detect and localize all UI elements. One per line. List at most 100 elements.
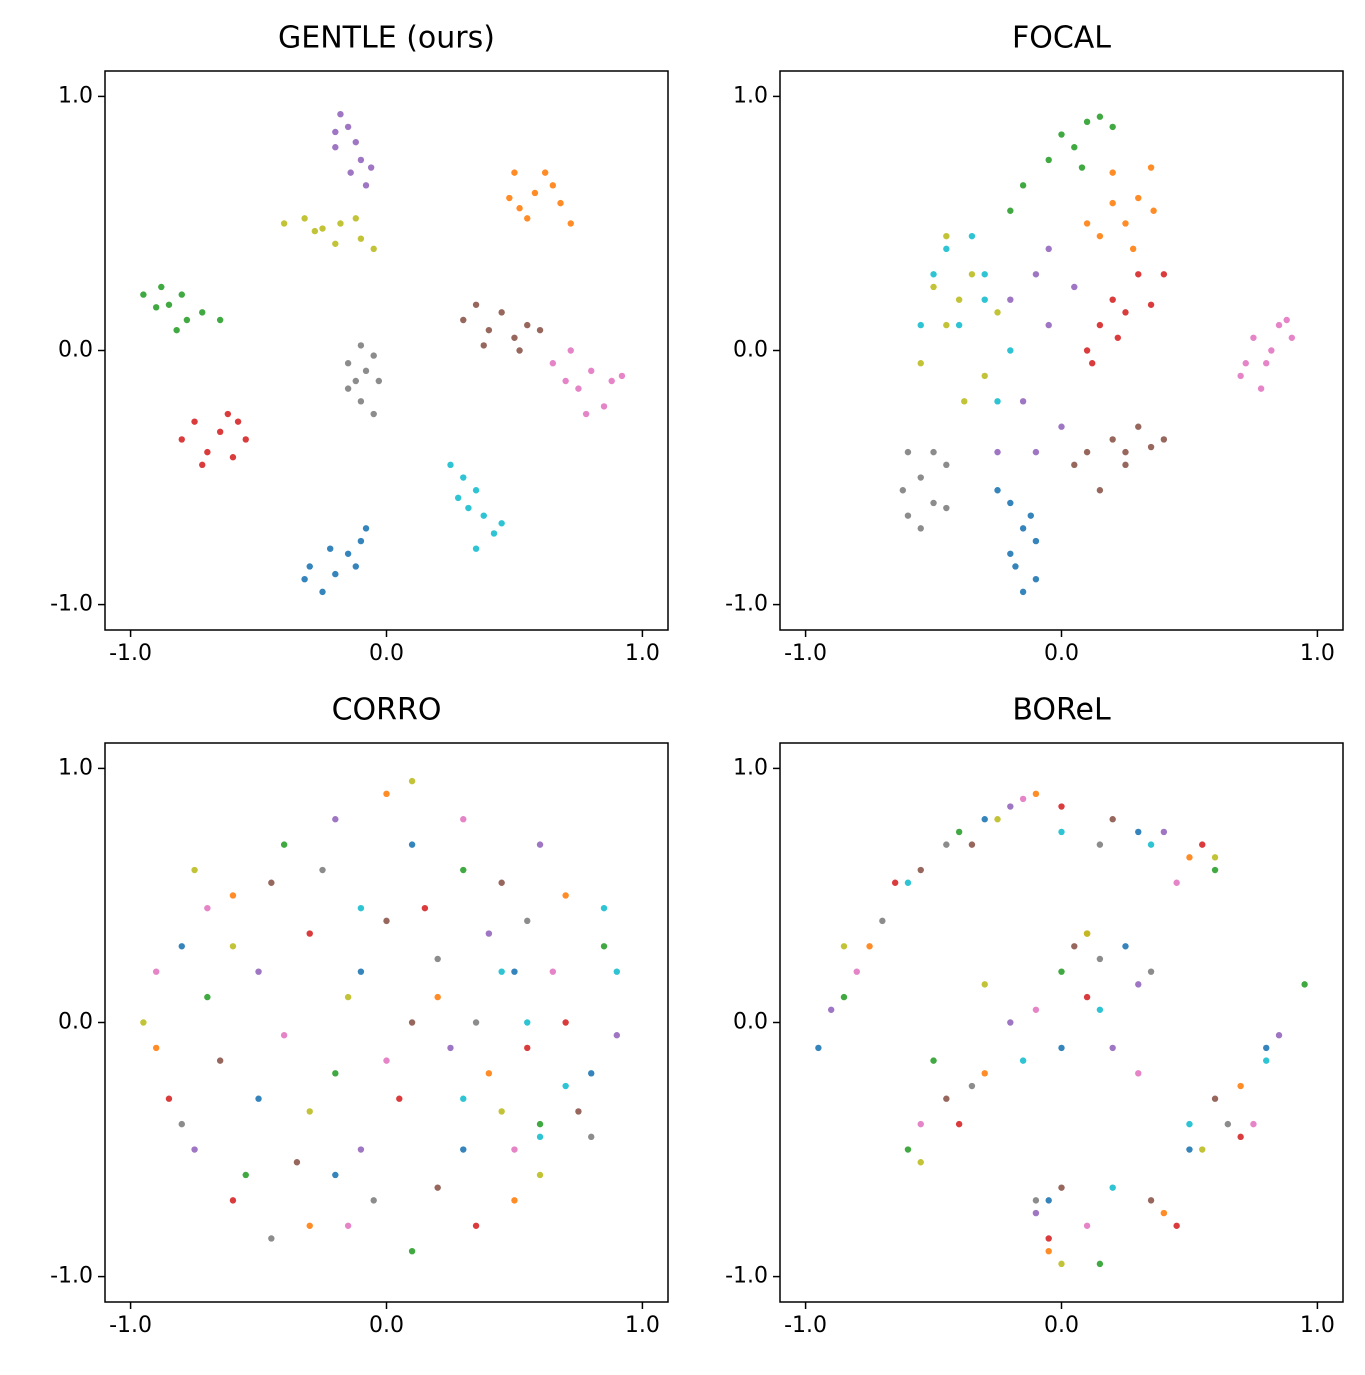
scatter-point xyxy=(1268,347,1275,354)
scatter-point xyxy=(1135,828,1142,836)
scatter-point xyxy=(306,1222,313,1229)
scatter-point xyxy=(1109,296,1116,303)
axes-frame xyxy=(104,70,669,631)
x-tick-label: 0.0 xyxy=(1044,1313,1079,1338)
scatter-point xyxy=(968,271,976,278)
subplot-title: FOCAL xyxy=(1012,21,1111,56)
scatter-point xyxy=(306,930,313,937)
scatter-point xyxy=(1083,930,1091,937)
scatter-point xyxy=(301,215,308,222)
scatter-point xyxy=(191,1146,198,1153)
scatter-point xyxy=(498,968,505,975)
scatter-point xyxy=(352,563,359,570)
scatter-point xyxy=(362,182,370,189)
scatter-point xyxy=(1032,448,1040,456)
scatter-point xyxy=(1135,1070,1142,1077)
scatter-point xyxy=(1275,1032,1283,1039)
scatter-point xyxy=(815,1044,822,1052)
scatter-point xyxy=(306,1108,313,1115)
scatter-point xyxy=(575,1108,582,1115)
scatter-point xyxy=(421,904,429,912)
scatter-point xyxy=(1032,1209,1040,1217)
x-tick-label: -1.0 xyxy=(109,1313,152,1338)
scatter-point xyxy=(357,235,365,242)
scatter-point xyxy=(917,525,924,532)
scatter-point xyxy=(383,1057,390,1064)
scatter-point xyxy=(1122,943,1129,950)
scatter-point xyxy=(588,1133,595,1141)
scatter-point xyxy=(199,461,206,469)
scatter-point xyxy=(1211,854,1219,861)
x-tick-label: 1.0 xyxy=(1300,1313,1335,1338)
scatter-point xyxy=(1135,981,1142,988)
scatter-point xyxy=(1019,1057,1027,1064)
scatter-point xyxy=(1083,1222,1091,1229)
scatter-point xyxy=(1045,1197,1052,1204)
scatter-point xyxy=(1058,968,1065,975)
scatter-point xyxy=(332,128,339,136)
scatter-point xyxy=(618,372,626,380)
scatter-point xyxy=(1109,123,1116,131)
scatter-point xyxy=(1186,1146,1193,1153)
scatter-point xyxy=(1096,321,1104,329)
scatter-point xyxy=(357,342,365,349)
scatter-point xyxy=(1199,841,1206,848)
scatter-point xyxy=(1096,1260,1104,1268)
scatter-point xyxy=(1032,790,1040,798)
scatter-point xyxy=(498,309,505,316)
scatter-point xyxy=(516,205,523,212)
scatter-point xyxy=(981,372,988,380)
axes-frame xyxy=(779,742,1344,1303)
scatter-point xyxy=(562,377,569,385)
scatter-point xyxy=(981,981,988,988)
scatter-point xyxy=(516,347,523,354)
x-tick-label: -1.0 xyxy=(109,641,152,666)
scatter-point xyxy=(165,1095,173,1102)
scatter-point xyxy=(306,563,313,570)
scatter-point xyxy=(357,398,365,405)
scatter-point xyxy=(1109,816,1116,823)
scatter-point xyxy=(917,321,924,329)
scatter-point xyxy=(1045,156,1052,164)
scatter-point xyxy=(332,816,339,823)
scatter-point xyxy=(1071,943,1078,950)
scatter-point xyxy=(917,1120,924,1128)
scatter-point xyxy=(140,1019,147,1026)
scatter-point xyxy=(1089,360,1096,367)
scatter-point xyxy=(853,968,860,975)
scatter-point xyxy=(1045,245,1052,253)
scatter-point xyxy=(1288,334,1296,341)
scatter-point xyxy=(511,1146,518,1153)
scatter-point xyxy=(1109,436,1116,443)
scatter-point xyxy=(1135,423,1142,430)
scatter-point xyxy=(216,316,224,324)
scatter-point xyxy=(1160,436,1168,443)
x-tick-label: -1.0 xyxy=(784,641,827,666)
scatter-point xyxy=(357,1146,365,1153)
scatter-point xyxy=(408,777,416,785)
scatter-point xyxy=(1096,955,1104,963)
scatter-point xyxy=(567,347,574,354)
scatter-point xyxy=(1058,423,1065,430)
scatter-point xyxy=(204,993,211,1001)
scatter-point xyxy=(562,1082,569,1090)
scatter-point xyxy=(899,487,907,494)
scatter-point xyxy=(536,841,544,848)
scatter-point xyxy=(1224,1120,1232,1128)
scatter-point xyxy=(268,879,275,886)
scatter-point xyxy=(472,487,480,494)
scatter-point xyxy=(178,291,185,298)
scatter-point xyxy=(152,304,160,311)
scatter-point xyxy=(840,993,848,1001)
scatter-point xyxy=(904,1146,912,1153)
scatter-point xyxy=(613,968,621,975)
scatter-point xyxy=(562,892,569,899)
scatter-point xyxy=(472,1222,480,1229)
scatter-point xyxy=(1275,321,1283,329)
scatter-point xyxy=(549,360,557,367)
scatter-point xyxy=(152,1044,160,1052)
scatter-point xyxy=(280,841,288,848)
y-tick-label: 1.0 xyxy=(58,83,93,108)
scatter-point xyxy=(511,169,518,176)
scatter-point xyxy=(158,283,165,291)
